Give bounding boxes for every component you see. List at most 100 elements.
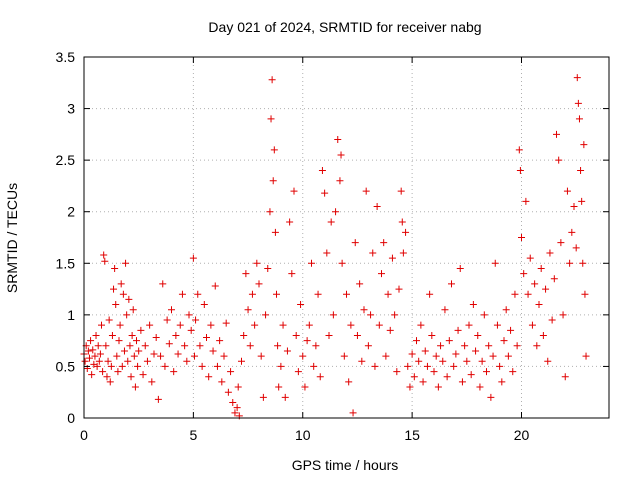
data-point xyxy=(84,347,92,355)
data-point xyxy=(496,362,504,370)
data-point xyxy=(566,259,574,267)
data-point xyxy=(205,373,213,381)
data-point xyxy=(522,197,530,205)
data-point xyxy=(421,347,429,355)
data-point xyxy=(107,362,115,370)
data-point xyxy=(408,350,416,358)
data-point xyxy=(480,311,488,319)
data-point xyxy=(561,373,569,381)
data-point xyxy=(575,115,583,123)
data-point xyxy=(373,203,381,211)
y-tick-label: 3.5 xyxy=(56,49,76,65)
data-point xyxy=(120,347,128,355)
data-point xyxy=(553,130,560,138)
data-point xyxy=(108,331,116,339)
data-point xyxy=(485,342,493,350)
data-point xyxy=(297,301,305,309)
data-point xyxy=(500,337,508,345)
x-tick-label: 15 xyxy=(404,427,420,443)
data-point xyxy=(216,337,224,345)
data-point xyxy=(528,321,536,329)
data-point xyxy=(502,306,510,314)
data-point xyxy=(92,331,100,339)
axis-ticks: 0 0.5 1 1.5 2 2.5 3 3.5 0 5 10 15 20 xyxy=(56,49,609,443)
y-tick-label: 1 xyxy=(67,307,75,323)
data-point xyxy=(111,264,119,272)
data-point xyxy=(353,331,361,339)
data-point xyxy=(439,357,447,365)
data-point xyxy=(114,368,122,376)
data-point xyxy=(573,74,581,82)
data-point xyxy=(443,373,451,381)
data-point xyxy=(238,357,245,365)
data-point xyxy=(187,326,195,334)
data-point xyxy=(334,136,342,144)
data-point xyxy=(539,331,547,339)
data-point xyxy=(406,383,414,391)
data-point xyxy=(165,340,173,348)
data-point xyxy=(117,280,125,288)
data-point xyxy=(96,350,104,358)
data-point xyxy=(504,352,512,360)
data-point xyxy=(150,350,158,358)
data-point xyxy=(329,311,337,319)
data-point xyxy=(544,357,552,365)
data-point xyxy=(314,290,322,298)
data-point xyxy=(224,388,232,396)
data-point xyxy=(301,383,309,391)
data-point xyxy=(174,350,182,358)
data-point xyxy=(483,368,490,376)
data-point xyxy=(312,342,320,350)
x-tick-label: 20 xyxy=(514,427,530,443)
data-point xyxy=(563,187,571,195)
data-point xyxy=(371,362,379,370)
data-point xyxy=(388,254,396,262)
data-point xyxy=(139,371,147,379)
data-point xyxy=(419,378,427,386)
data-point xyxy=(178,290,186,298)
data-point xyxy=(269,177,277,185)
data-point xyxy=(183,357,191,365)
data-point xyxy=(557,239,565,247)
data-point xyxy=(574,99,582,107)
data-point xyxy=(148,378,156,386)
data-point xyxy=(343,290,350,298)
data-point xyxy=(251,321,259,329)
data-point xyxy=(340,352,348,360)
data-point xyxy=(456,264,464,272)
data-point xyxy=(135,347,143,355)
data-point xyxy=(104,357,112,365)
data-point xyxy=(397,187,405,195)
data-point xyxy=(275,383,283,391)
data-point xyxy=(161,362,169,370)
data-point xyxy=(194,290,202,298)
data-point xyxy=(126,342,134,350)
data-point xyxy=(465,321,473,329)
data-point xyxy=(548,316,556,324)
data-point xyxy=(257,352,265,360)
data-point xyxy=(115,337,123,345)
data-point xyxy=(103,373,111,381)
y-tick-label: 3 xyxy=(67,101,75,117)
data-point xyxy=(99,368,107,376)
data-point xyxy=(491,259,499,267)
data-point xyxy=(267,115,275,123)
data-point xyxy=(94,342,102,350)
data-point xyxy=(305,321,313,329)
data-point xyxy=(474,331,482,339)
data-point xyxy=(141,342,149,350)
data-point xyxy=(172,331,180,339)
data-point xyxy=(336,177,344,185)
data-point xyxy=(426,290,434,298)
data-point xyxy=(463,357,471,365)
data-point xyxy=(246,342,254,350)
data-point xyxy=(378,270,385,278)
data-point xyxy=(163,316,171,324)
data-point xyxy=(242,270,250,278)
data-point xyxy=(351,239,359,247)
data-point xyxy=(393,368,401,376)
data-point xyxy=(546,249,554,257)
data-point xyxy=(516,166,524,174)
data-point xyxy=(157,352,165,360)
data-point xyxy=(274,342,282,350)
